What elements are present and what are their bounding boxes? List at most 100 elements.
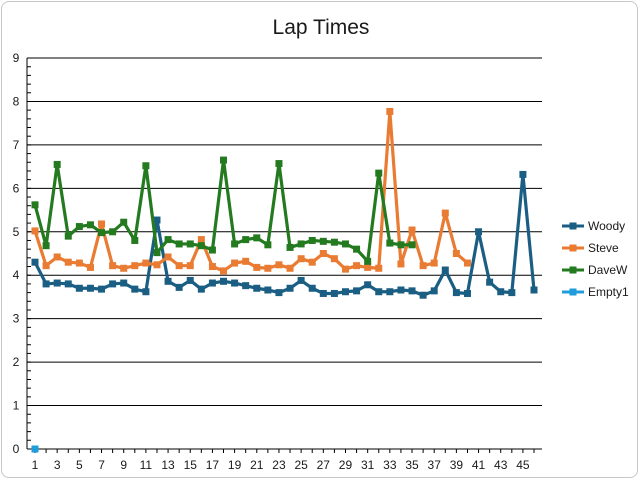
data-point: [86, 284, 94, 292]
data-point: [231, 259, 239, 267]
data-point: [353, 287, 361, 295]
data-point: [253, 263, 261, 271]
x-tick-label: 45: [516, 458, 530, 472]
y-tick-label: 7: [13, 138, 20, 152]
legend-item: Woody: [562, 219, 625, 233]
data-point: [297, 276, 305, 284]
data-point: [242, 282, 250, 290]
data-point: [64, 258, 72, 266]
x-tick-label: 13: [161, 458, 175, 472]
data-point: [353, 245, 361, 253]
data-point: [242, 257, 250, 265]
x-tick-label: 33: [383, 458, 397, 472]
data-point: [186, 240, 194, 248]
series-lines: [31, 107, 538, 453]
data-point: [175, 262, 183, 270]
legend-item: Steve: [562, 241, 619, 255]
data-point: [375, 288, 383, 296]
chart-title: Lap Times: [273, 16, 370, 39]
data-point: [164, 277, 172, 285]
data-point: [186, 276, 194, 284]
x-tick-label: 35: [405, 458, 419, 472]
data-point: [231, 240, 239, 248]
data-point: [330, 289, 338, 297]
data-point: [253, 284, 261, 292]
data-point: [53, 253, 61, 261]
data-point: [452, 250, 460, 257]
data-point: [109, 228, 117, 236]
legend-label: Woody: [588, 219, 625, 233]
legend-marker: [569, 244, 577, 252]
data-point: [208, 263, 216, 271]
data-point: [231, 279, 239, 287]
data-point: [386, 107, 394, 115]
data-point: [153, 249, 161, 257]
series-line: [33, 109, 469, 273]
data-point: [330, 238, 338, 246]
x-tick-label: 37: [428, 458, 442, 472]
x-tick-label: 1: [32, 458, 39, 472]
series-davew: [31, 156, 416, 265]
legend-marker: [569, 288, 577, 296]
data-point: [75, 284, 83, 292]
x-tick-label: 21: [250, 458, 264, 472]
x-tick-label: 31: [361, 458, 375, 472]
legend-label: Empty1: [588, 285, 629, 299]
data-point: [397, 286, 405, 294]
data-point: [98, 220, 106, 228]
data-point: [197, 236, 205, 244]
data-point: [131, 285, 139, 293]
legend-marker: [569, 266, 577, 274]
series-empty1: [31, 445, 39, 453]
x-tick-label: 29: [339, 458, 353, 472]
data-point: [308, 258, 316, 266]
data-point: [430, 287, 438, 295]
data-point: [242, 236, 250, 244]
data-point: [42, 242, 50, 250]
data-point: [308, 236, 316, 244]
y-tick-label: 4: [13, 268, 20, 282]
data-point: [197, 285, 205, 293]
data-point: [75, 223, 83, 231]
y-tick-label: 5: [13, 225, 20, 239]
series-line: [33, 172, 536, 297]
data-point: [408, 287, 416, 295]
data-point: [208, 246, 216, 254]
y-tick-label: 3: [13, 312, 20, 326]
data-point: [530, 286, 538, 294]
data-point: [131, 262, 139, 270]
data-point: [441, 209, 449, 217]
y-tick-label: 1: [13, 399, 20, 413]
data-point: [153, 216, 161, 224]
data-point: [86, 263, 94, 271]
data-point: [463, 289, 471, 297]
data-point: [419, 291, 427, 299]
legend-item: Empty1: [562, 285, 629, 299]
data-point: [109, 262, 117, 270]
data-point: [31, 201, 39, 209]
data-point: [120, 279, 128, 287]
data-point: [186, 262, 194, 270]
x-tick-label: 43: [494, 458, 508, 472]
series-steve: [31, 107, 471, 275]
data-point: [386, 239, 394, 247]
x-tick-label: 17: [206, 458, 220, 472]
data-point: [308, 284, 316, 292]
data-point: [109, 280, 117, 288]
data-point: [319, 237, 327, 245]
data-point: [120, 264, 128, 272]
data-point: [220, 267, 228, 275]
data-point: [53, 279, 61, 287]
x-tick-label: 39: [450, 458, 464, 472]
data-point: [353, 262, 361, 270]
data-point: [375, 169, 383, 177]
data-point: [98, 285, 106, 293]
legend: Woody Steve DaveW Empty1: [562, 219, 629, 299]
data-point: [64, 280, 72, 288]
data-point: [275, 261, 283, 269]
data-point: [419, 262, 427, 270]
data-point: [364, 281, 372, 289]
y-tick-label: 2: [13, 355, 20, 369]
